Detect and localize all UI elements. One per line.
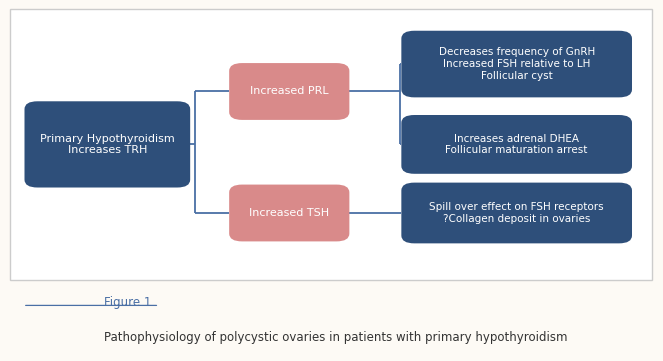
FancyBboxPatch shape bbox=[229, 184, 349, 242]
Text: Spill over effect on FSH receptors
?Collagen deposit in ovaries: Spill over effect on FSH receptors ?Coll… bbox=[430, 202, 604, 224]
FancyBboxPatch shape bbox=[401, 31, 632, 97]
FancyBboxPatch shape bbox=[229, 63, 349, 120]
Text: Increased PRL: Increased PRL bbox=[250, 87, 329, 96]
FancyBboxPatch shape bbox=[401, 115, 632, 174]
FancyBboxPatch shape bbox=[10, 9, 652, 280]
Text: Decreases frequency of GnRH
Increased FSH relative to LH
Follicular cyst: Decreases frequency of GnRH Increased FS… bbox=[438, 47, 595, 81]
FancyBboxPatch shape bbox=[25, 101, 190, 187]
Text: Pathophysiology of polycystic ovaries in patients with primary hypothyroidism: Pathophysiology of polycystic ovaries in… bbox=[104, 331, 568, 344]
Text: Increases adrenal DHEA
Follicular maturation arrest: Increases adrenal DHEA Follicular matura… bbox=[446, 134, 588, 155]
Text: Increased TSH: Increased TSH bbox=[249, 208, 330, 218]
Text: Primary Hypothyroidism
Increases TRH: Primary Hypothyroidism Increases TRH bbox=[40, 134, 175, 155]
FancyBboxPatch shape bbox=[401, 183, 632, 243]
Text: Figure 1: Figure 1 bbox=[104, 296, 151, 309]
